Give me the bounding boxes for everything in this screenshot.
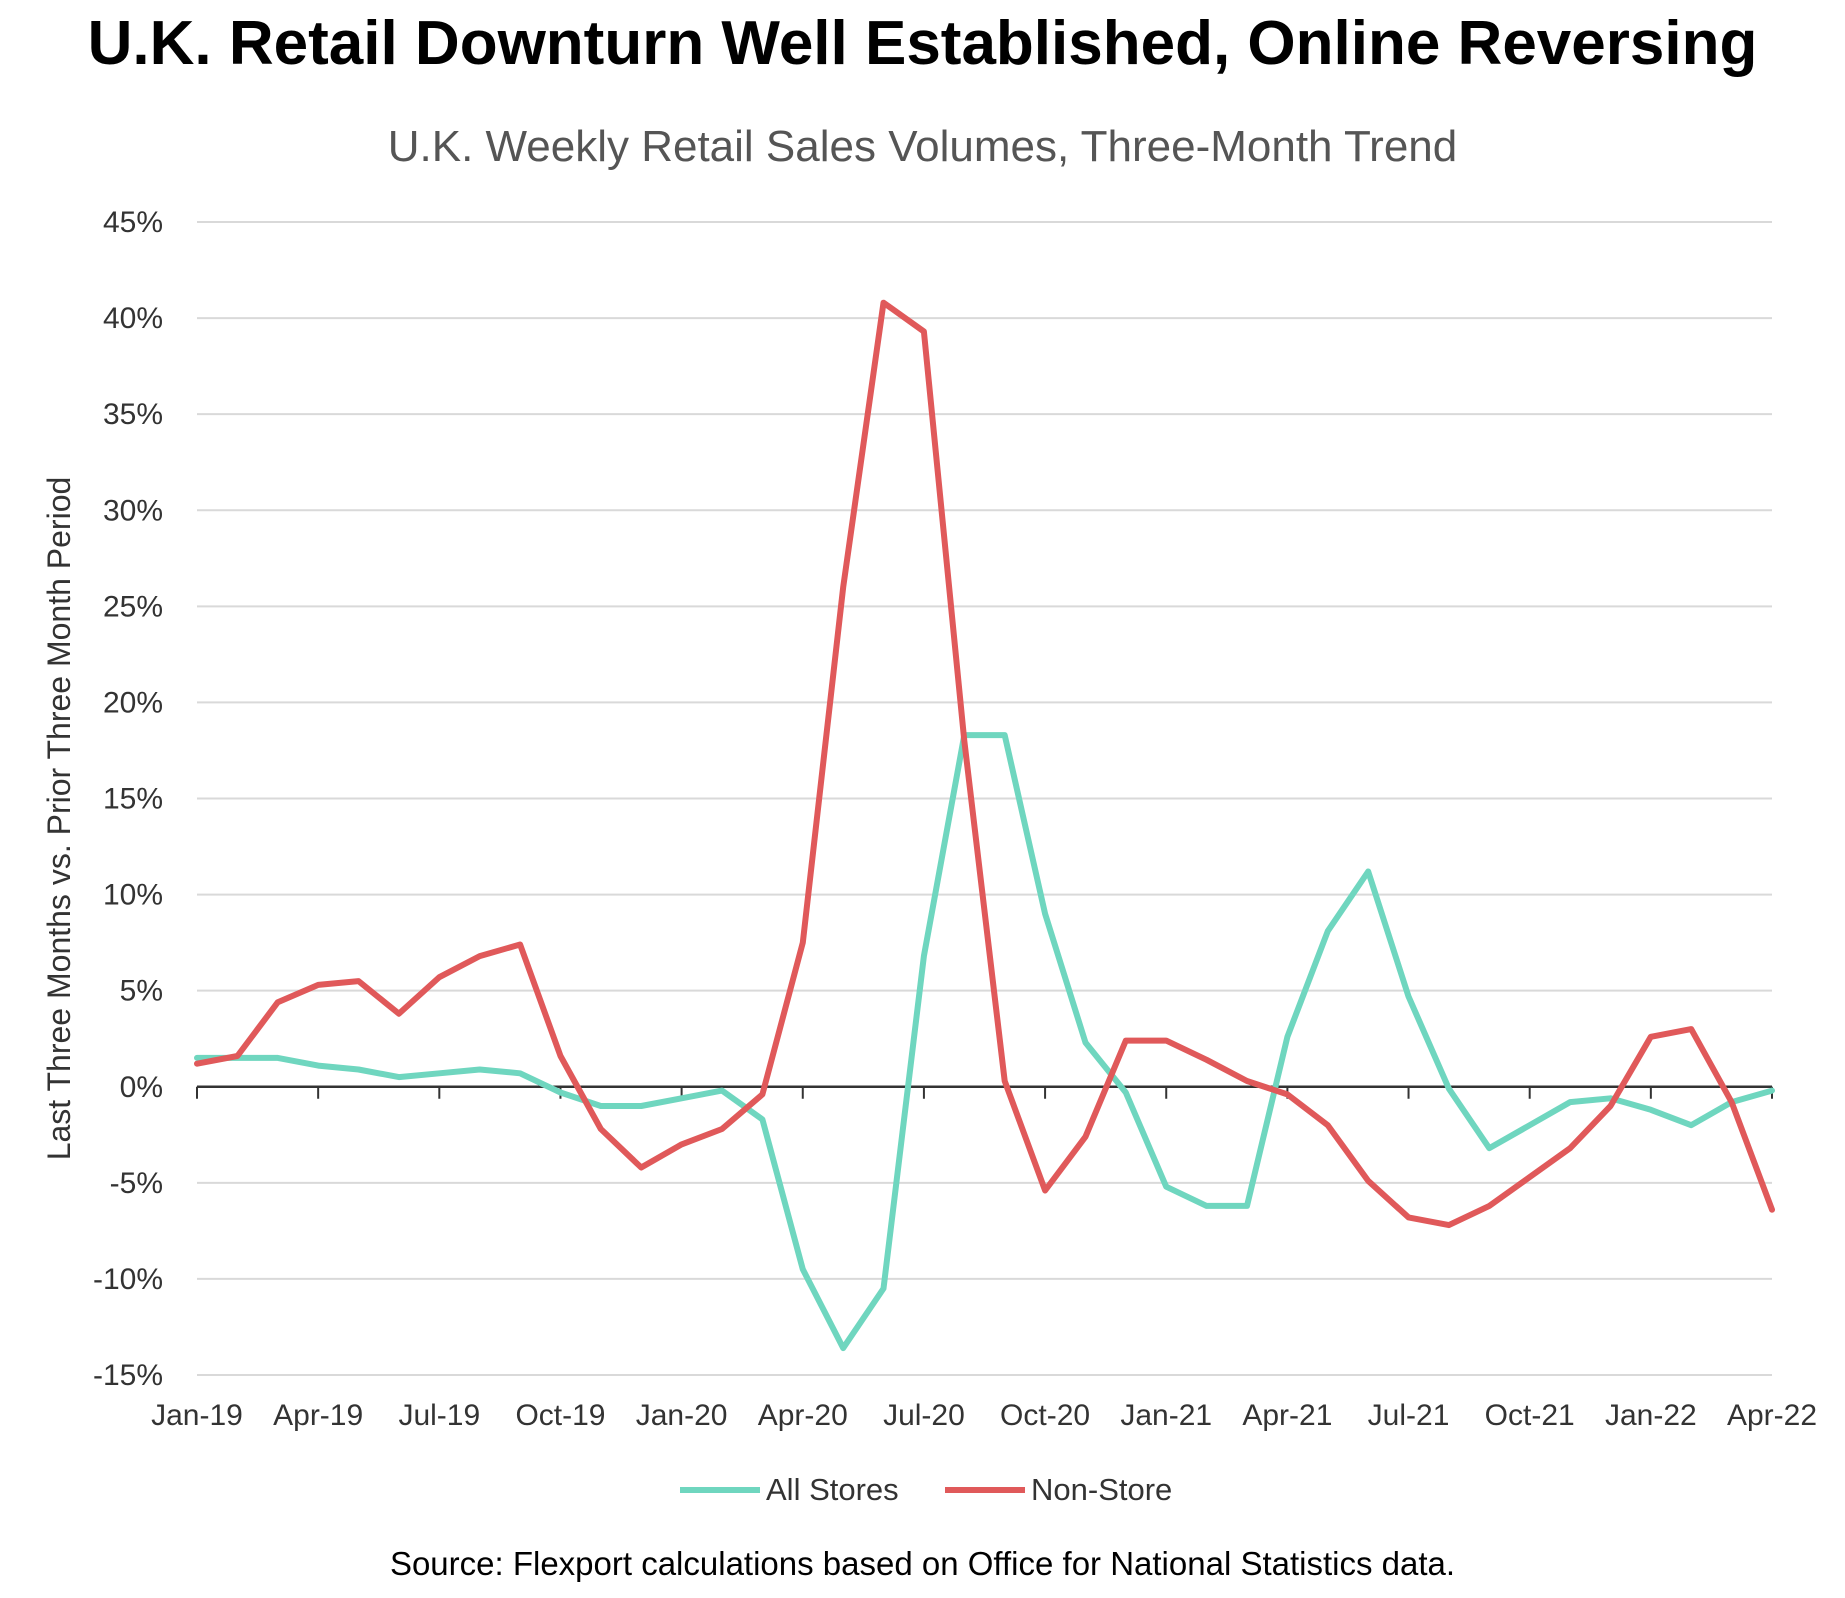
x-tick-label: Apr-20 <box>758 1399 848 1432</box>
y-tick-label: 25% <box>103 590 163 623</box>
y-tick-label: 10% <box>103 879 163 912</box>
x-tick-label: Oct-21 <box>1485 1399 1575 1432</box>
y-tick-label: -5% <box>110 1167 163 1200</box>
x-tick-label: Jan-20 <box>636 1399 728 1432</box>
x-tick-label: Jan-19 <box>151 1399 243 1432</box>
x-tick-label: Jan-21 <box>1120 1399 1212 1432</box>
y-tick-label: -10% <box>93 1263 163 1296</box>
chart-title: U.K. Retail Downturn Well Established, O… <box>87 9 1758 78</box>
x-tick-label: Oct-19 <box>515 1399 605 1432</box>
series-lines <box>194 299 1775 1352</box>
legend-label-non-store: Non-Store <box>1031 1472 1172 1507</box>
y-tick-label: 40% <box>103 302 163 335</box>
legend-label-all-stores: All Stores <box>766 1472 899 1507</box>
gridlines <box>197 221 1772 1376</box>
x-tick-label: Apr-19 <box>273 1399 363 1432</box>
y-tick-label: 30% <box>103 494 163 527</box>
chart-subtitle: U.K. Weekly Retail Sales Volumes, Three-… <box>387 122 1458 171</box>
x-tick-label: Apr-21 <box>1242 1399 1332 1432</box>
axes: -15% -10% -5% 0% 5% 10% 15% 20% 25% 30% 35% 40% 45% J… <box>41 206 1817 1432</box>
y-tick-label: 20% <box>103 686 163 719</box>
x-tick-label: Jul-21 <box>1368 1399 1450 1432</box>
y-tick-label: -15% <box>93 1359 163 1392</box>
series-line-non-store <box>194 299 1775 1229</box>
y-tick-label: 0% <box>120 1071 163 1104</box>
series-line-all-stores <box>194 732 1775 1352</box>
y-tick-label: 5% <box>120 975 163 1008</box>
x-tick-label: Jul-20 <box>883 1399 965 1432</box>
source-note: Source: Flexport calculations based on O… <box>389 1545 1456 1582</box>
x-tick-label: Apr-22 <box>1727 1399 1817 1432</box>
y-tick-label: 15% <box>103 783 163 816</box>
x-tick-label: Oct-20 <box>1000 1399 1090 1432</box>
y-tick-label: 35% <box>103 398 163 431</box>
x-tick-label: Jul-19 <box>398 1399 480 1432</box>
x-tick-label: Jan-22 <box>1605 1399 1697 1432</box>
y-tick-label: 45% <box>103 206 163 239</box>
y-axis-label: Last Three Months vs. Prior Three Month … <box>41 477 77 1161</box>
legend: All Stores Non-Store <box>680 1472 1172 1507</box>
